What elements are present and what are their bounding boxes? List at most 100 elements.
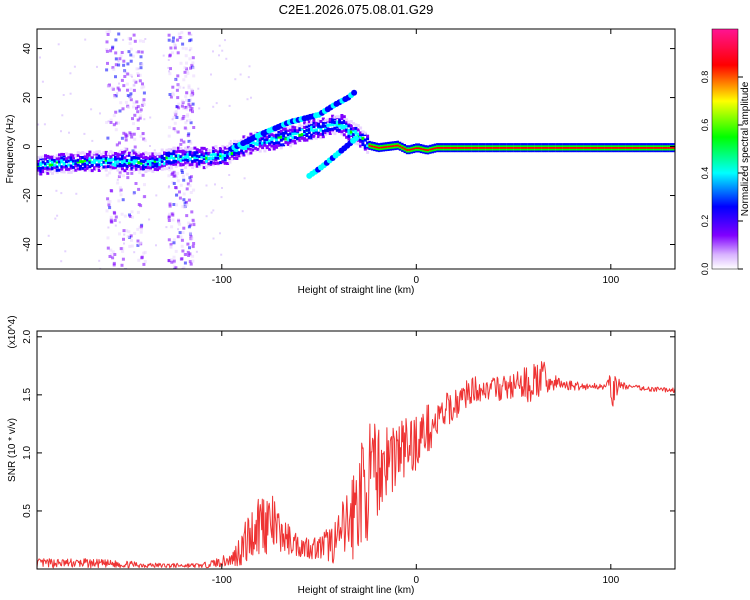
heatmap-cell <box>286 129 290 132</box>
heatmap-cell <box>108 200 112 203</box>
heatmap-cell <box>128 168 131 172</box>
heatmap-cell <box>39 161 43 165</box>
heatmap-cell <box>160 160 164 164</box>
heatmap-cell <box>566 146 570 149</box>
heatmap-cell <box>291 132 295 136</box>
heatmap-cell <box>60 165 64 169</box>
heatmap-cell <box>189 47 193 51</box>
heatmap-cell <box>333 126 337 130</box>
heatmap-cell <box>590 150 593 153</box>
heatmap-cell <box>191 56 195 60</box>
heatmap-cell <box>487 143 490 146</box>
heatmap-cell <box>86 161 89 165</box>
heatmap-cell <box>457 148 460 151</box>
heatmap-cell <box>51 160 54 164</box>
heatmap-cell <box>210 211 213 214</box>
heatmap-cell <box>366 150 370 154</box>
heatmap-cell <box>139 166 143 170</box>
heatmap-cell <box>291 125 295 129</box>
heatmap-cell <box>123 169 127 173</box>
x-tick-label: 100 <box>602 275 619 286</box>
heatmap-cell <box>205 184 208 187</box>
heatmap-cell <box>172 93 175 97</box>
heatmap-cell <box>130 210 134 214</box>
heatmap-cell <box>440 148 444 151</box>
heatmap-cell <box>356 128 360 132</box>
heatmap-cell <box>555 148 558 151</box>
heatmap-cell <box>503 148 507 151</box>
heatmap-cell <box>244 149 248 153</box>
heatmap-cell <box>289 134 293 138</box>
heatmap-cell <box>216 147 220 151</box>
heatmap-cell <box>450 144 453 147</box>
heatmap-cell <box>46 154 50 158</box>
heatmap-cell <box>121 107 125 111</box>
heatmap-cell <box>282 143 286 147</box>
heatmap-cell <box>121 151 124 154</box>
heatmap-cell <box>60 260 63 263</box>
heatmap-cell <box>187 221 191 225</box>
heatmap-cell <box>167 259 171 263</box>
heatmap-cell <box>461 148 465 151</box>
heatmap-cell <box>538 146 542 149</box>
heatmap-cell <box>172 170 176 174</box>
heatmap-cell <box>503 150 507 153</box>
heatmap-cell <box>475 146 479 149</box>
heatmap-cell <box>180 238 184 242</box>
heatmap-cell <box>613 148 616 151</box>
heatmap-cell <box>632 150 635 153</box>
heatmap-cell <box>307 124 311 128</box>
heatmap-cell <box>192 126 196 129</box>
heatmap-cell <box>284 137 288 141</box>
heatmap-cell <box>580 146 584 149</box>
heatmap-cell <box>142 167 145 171</box>
heatmap-cell <box>599 148 602 151</box>
heatmap-cell <box>347 129 351 133</box>
heatmap-cell <box>412 145 416 148</box>
heatmap-cell <box>611 144 614 147</box>
heatmap-cell <box>111 153 115 157</box>
heatmap-cell <box>566 150 570 153</box>
heatmap-cell <box>170 149 173 153</box>
heatmap-cell <box>158 159 162 163</box>
heatmap-cell <box>95 166 99 170</box>
heatmap-cell <box>538 144 542 147</box>
heatmap-cell <box>440 146 444 149</box>
heatmap-cell <box>499 150 502 153</box>
heatmap-cell <box>471 146 474 149</box>
heatmap-cell <box>95 152 99 156</box>
heatmap-cell <box>394 141 397 144</box>
heatmap-cell <box>79 164 82 168</box>
heatmap-cell <box>585 143 588 146</box>
heatmap-cell <box>93 166 96 170</box>
heatmap-cell <box>105 68 109 72</box>
heatmap-cell <box>202 152 206 156</box>
heatmap-cell <box>83 155 87 159</box>
heatmap-cell <box>443 144 446 147</box>
heatmap-cell <box>136 127 140 130</box>
heatmap-cell <box>655 144 658 147</box>
heatmap-cell <box>133 231 137 235</box>
heatmap-cell <box>314 128 318 132</box>
heatmap-cell <box>459 146 462 149</box>
heatmap-cell <box>636 146 640 149</box>
heatmap-cell <box>342 124 346 128</box>
heatmap-cell <box>96 65 98 68</box>
heatmap-cell <box>118 82 120 85</box>
heatmap-cell <box>326 118 330 122</box>
heatmap-cell <box>114 224 117 227</box>
heatmap-cell <box>657 150 661 153</box>
heatmap-cell <box>186 182 190 186</box>
heatmap-cell <box>138 39 142 43</box>
heatmap-cell <box>433 147 437 150</box>
heatmap-cell <box>176 171 179 175</box>
heatmap-cell <box>189 262 193 266</box>
heatmap-cell <box>310 128 314 132</box>
heatmap-cell <box>167 174 171 178</box>
heatmap-cell <box>182 198 186 202</box>
heatmap-cell <box>67 167 71 171</box>
heatmap-cell <box>247 76 250 79</box>
heatmap-cell <box>669 143 673 146</box>
heatmap-cell <box>132 159 136 163</box>
